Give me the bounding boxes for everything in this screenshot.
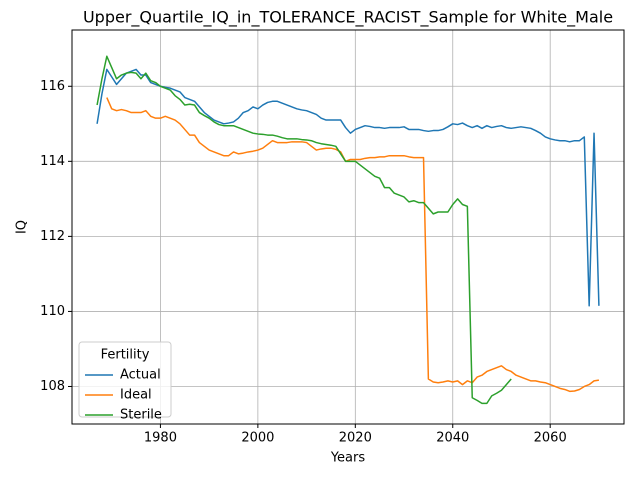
y-tick-label: 114 — [40, 154, 65, 169]
legend-box — [78, 341, 172, 418]
x-tick-label: 2060 — [534, 431, 567, 446]
legend-title: Fertility — [101, 348, 150, 363]
legend-label: Actual — [120, 368, 161, 383]
x-tick-label: 2040 — [436, 431, 469, 446]
chart-title: Upper_Quartile_IQ_in_TOLERANCE_RACIST_Sa… — [83, 8, 613, 28]
grid — [72, 30, 624, 424]
legend-label: Sterile — [120, 408, 162, 423]
y-tick-label: 116 — [40, 79, 65, 94]
plot-lines — [96, 55, 600, 405]
legend: Fertility Actual Ideal Sterile — [78, 341, 172, 423]
x-tick-label: 2020 — [339, 431, 372, 446]
axes-frame — [71, 29, 625, 425]
y-axis-label: IQ — [15, 220, 30, 234]
x-tick-label: 2000 — [241, 431, 274, 446]
y-tick-label: 110 — [40, 304, 65, 319]
series-line — [106, 97, 600, 393]
y-tick-label: 108 — [40, 379, 65, 394]
series-line — [96, 55, 512, 405]
x-tick-label: 1980 — [144, 431, 177, 446]
y-tick-label: 112 — [40, 229, 65, 244]
series-line — [96, 68, 600, 307]
legend-label: Ideal — [120, 388, 152, 403]
x-axis-label: Years — [330, 451, 366, 466]
